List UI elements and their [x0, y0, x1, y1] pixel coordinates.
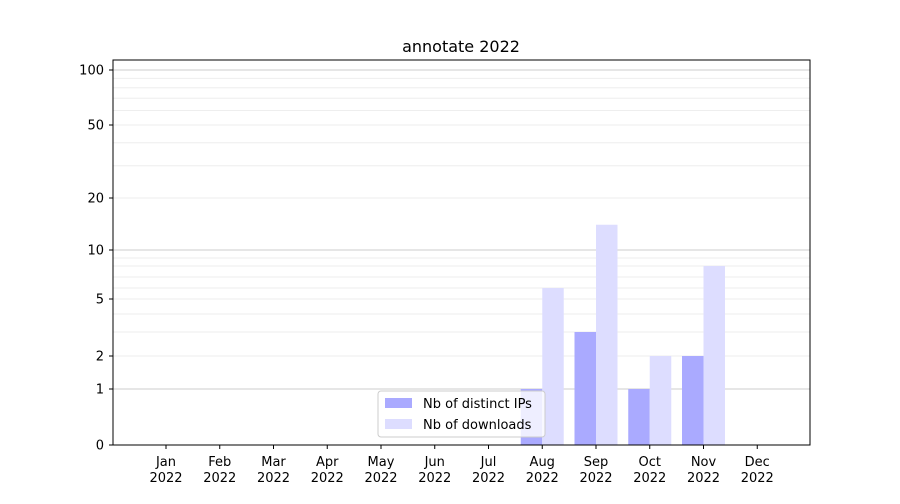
bar-downloads [596, 224, 618, 445]
x-tick-label-line: 2022 [364, 471, 397, 486]
x-tick-label-line: Aug [530, 455, 555, 470]
x-tick-label-line: 2022 [579, 471, 612, 486]
x-tick-label-line: Nov [691, 455, 717, 470]
x-tick-label: Nov 2022 [687, 455, 720, 486]
legend-label: Nb of distinct IPs [423, 397, 532, 412]
bar-downloads [649, 356, 672, 445]
x-tick-label: Sep 2022 [579, 455, 612, 486]
y-tick-label: 0 [96, 439, 104, 454]
x-tick-label: Dec 2022 [741, 455, 774, 486]
x-tick-label: Feb 2022 [203, 455, 236, 486]
bar-distinct-ips [574, 332, 596, 445]
legend-swatch [385, 398, 412, 408]
x-tick-label: Jul 2022 [472, 455, 505, 486]
x-tick-label-line: 2022 [257, 471, 290, 486]
x-tick-label-line: 2022 [311, 471, 344, 486]
legend-label: Nb of downloads [423, 418, 532, 433]
x-tick-label-line: Oct [639, 455, 661, 470]
x-tick-label: Aug 2022 [526, 455, 559, 486]
bar-downloads [542, 288, 564, 445]
x-tick-label-line: 2022 [741, 471, 774, 486]
legend: Nb of distinct IPs Nb of downloads [377, 390, 546, 438]
x-tick-label: Apr 2022 [311, 455, 344, 486]
x-tick-label: Oct 2022 [633, 455, 666, 486]
x-tick-label: Mar 2022 [257, 455, 290, 486]
y-tick-label: 10 [87, 244, 104, 259]
x-tick-label-line: Dec [745, 455, 770, 470]
x-tick-label-line: 2022 [687, 471, 720, 486]
x-tick-label: Jan 2022 [149, 455, 182, 486]
x-tick-label-line: May [368, 455, 395, 470]
x-tick-label-line: Jul [480, 455, 497, 470]
x-tick-label: May 2022 [364, 455, 397, 486]
y-tick-label: 2 [96, 350, 104, 365]
legend-box [377, 390, 546, 438]
x-tick-label-line: Jun [424, 455, 445, 470]
x-tick-label-line: 2022 [418, 471, 451, 486]
chart-title: annotate 2022 [402, 37, 520, 56]
y-tick-label: 100 [79, 64, 104, 79]
x-tick-label-line: 2022 [633, 471, 666, 486]
x-tick-label-line: Sep [584, 455, 609, 470]
x-tick-label-line: Apr [316, 455, 339, 470]
x-tick-label-line: 2022 [472, 471, 505, 486]
y-tick-label: 20 [87, 192, 104, 207]
y-tick-label: 50 [87, 119, 104, 134]
x-tick-label-line: 2022 [203, 471, 236, 486]
x-tick-label-line: Feb [208, 455, 231, 470]
x-tick-label-line: Mar [261, 455, 286, 470]
plot-frame [112, 59, 811, 446]
y-tick-label: 5 [96, 293, 104, 308]
x-tick-label-line: Jan [155, 455, 176, 470]
bar-distinct-ips [682, 356, 704, 445]
legend-swatch [385, 419, 412, 429]
bar-downloads [703, 266, 725, 445]
y-tick-label: 1 [96, 383, 104, 398]
x-tick-label-line: 2022 [526, 471, 559, 486]
x-tick-label-line: 2022 [149, 471, 182, 486]
bar-distinct-ips [628, 389, 650, 445]
x-tick-label: Jun 2022 [418, 455, 451, 486]
